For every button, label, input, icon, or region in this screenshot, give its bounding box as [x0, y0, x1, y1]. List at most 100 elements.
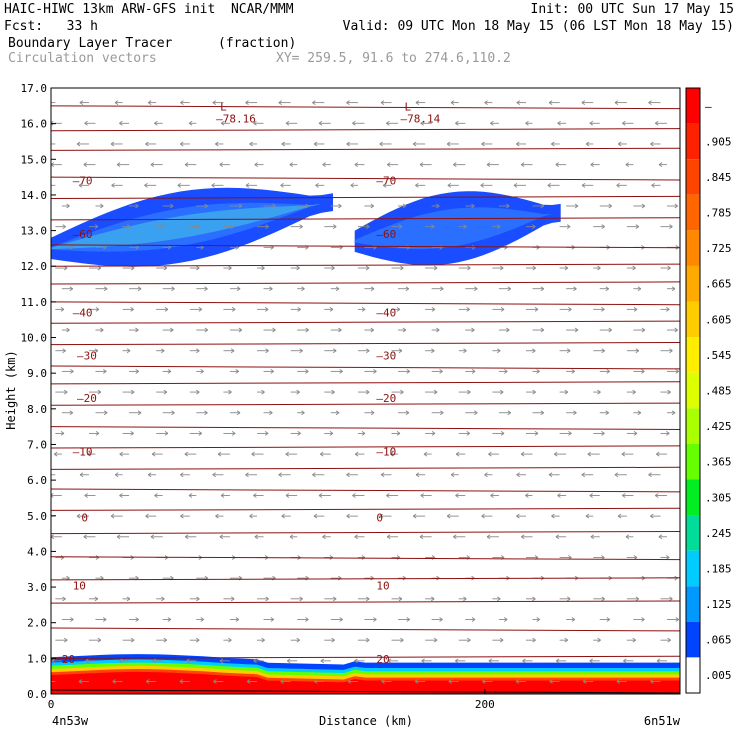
circulation-vector	[162, 617, 172, 622]
circulation-vector	[498, 286, 512, 292]
y-tick-label: 6.0	[27, 474, 47, 487]
circulation-vector	[184, 451, 197, 457]
circulation-vector	[599, 369, 610, 374]
circulation-vector	[532, 327, 545, 333]
circulation-vector	[76, 513, 89, 519]
circulation-vector	[448, 679, 459, 684]
isotherm-line	[51, 530, 680, 535]
circulation-vector	[184, 162, 197, 168]
circulation-vector	[480, 182, 493, 188]
circulation-vector	[484, 100, 493, 105]
circulation-vector	[350, 182, 358, 188]
circulation-vector	[447, 182, 459, 188]
plot-frame	[50, 87, 681, 695]
y-tick-label: 5.0	[27, 510, 47, 523]
circulation-vector	[324, 431, 334, 436]
circulation-vector	[330, 286, 340, 292]
circulation-vector	[593, 224, 605, 230]
colorbar-frame	[685, 87, 701, 694]
isotherm-label: –70	[376, 175, 396, 188]
circulation-vector	[162, 203, 174, 209]
circulation-vector	[590, 162, 600, 168]
isotherm-label: –70	[73, 175, 93, 188]
isotherm-label: –30	[77, 349, 97, 362]
circulation-vector	[324, 265, 335, 271]
circulation-vector	[566, 203, 579, 209]
circulation-vector	[297, 617, 309, 622]
circulation-vector	[229, 410, 241, 416]
circulation-vector	[119, 493, 130, 498]
circulation-vector	[51, 143, 56, 145]
circulation-vector	[599, 327, 612, 333]
circulation-vector	[654, 493, 667, 498]
colorbar-label: .425	[705, 420, 732, 433]
circulation-vector	[387, 162, 399, 168]
isotherm-label: –60	[376, 228, 396, 241]
circulation-vector	[660, 224, 673, 230]
circulation-vector	[55, 306, 65, 312]
circulation-vector	[88, 431, 100, 436]
circulation-vector	[660, 596, 673, 602]
colorbar-swatch	[686, 337, 700, 373]
circulation-vector	[585, 141, 594, 147]
circulation-vector	[314, 679, 325, 684]
circulation-vector	[122, 265, 135, 271]
circulation-vector	[414, 679, 426, 684]
isotherm-line	[51, 600, 680, 604]
circulation-vector	[458, 596, 467, 602]
circulation-vector	[330, 203, 342, 209]
low-center-value: –78.14	[401, 112, 441, 125]
circulation-vector	[145, 679, 157, 684]
circulation-vector	[593, 637, 601, 643]
circulation-vector	[423, 451, 432, 457]
isotherm-label: 20	[62, 653, 75, 666]
circulation-vector	[420, 493, 432, 498]
circulation-vector	[196, 203, 209, 209]
circulation-vector	[122, 348, 131, 354]
y-tick-label: 9.0	[27, 367, 47, 380]
circulation-vector	[516, 141, 527, 147]
circulation-vector	[616, 679, 627, 684]
tracer-blob-left-level-2	[51, 202, 333, 250]
colorbar-label: .845	[705, 171, 732, 184]
circulation-vector	[312, 100, 325, 105]
circulation-vector	[189, 306, 203, 312]
circulation-vector	[253, 658, 264, 664]
colorbar-label: .545	[705, 349, 732, 362]
isotherm-line	[51, 466, 680, 470]
circulation-vector	[559, 265, 569, 271]
circulation-vector	[51, 474, 56, 476]
circulation-vector	[364, 286, 375, 292]
circulation-vector	[285, 451, 298, 457]
colorbar-label: .365	[705, 456, 732, 469]
circulation-vector	[281, 513, 291, 519]
circulation-vector	[655, 120, 667, 126]
circulation-vector	[415, 472, 426, 478]
circulation-vector	[589, 493, 600, 498]
circulation-vector	[581, 472, 594, 478]
circulation-vector	[548, 100, 560, 105]
circulation-vector	[532, 617, 540, 622]
circulation-vector	[526, 348, 536, 354]
circulation-vector	[481, 513, 493, 519]
circulation-vector	[352, 493, 365, 498]
circulation-vector	[490, 120, 499, 126]
circulation-vector	[520, 451, 533, 457]
circulation-vector	[83, 162, 96, 168]
circulation-vector	[455, 493, 466, 498]
circulation-vector	[650, 679, 661, 684]
circulation-vector	[88, 637, 102, 643]
circulation-vector	[95, 327, 104, 333]
circulation-vector	[666, 203, 678, 209]
colorbar-label: .305	[705, 491, 732, 504]
colorbar-label: .725	[705, 242, 732, 255]
circulation-vector	[425, 265, 438, 271]
circulation-vector	[398, 575, 407, 581]
isotherm-line	[51, 176, 680, 181]
colorbar-label: .785	[705, 207, 732, 220]
circulation-vector	[357, 555, 366, 560]
circulation-vector	[566, 369, 575, 374]
circulation-vector	[559, 596, 571, 602]
circulation-vector	[492, 265, 504, 271]
circulation-vector	[346, 472, 358, 478]
